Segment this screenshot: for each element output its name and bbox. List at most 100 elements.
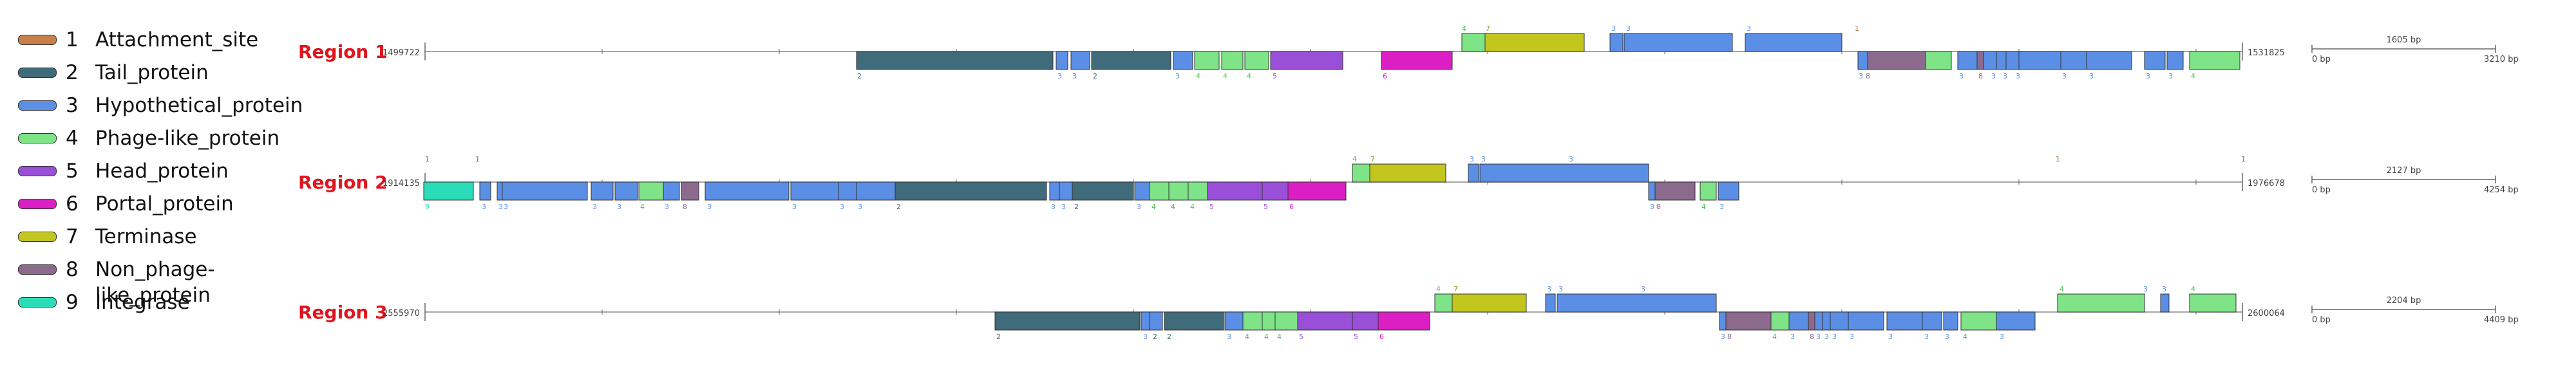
gene-box	[1262, 181, 1289, 201]
gene-number-label: 4	[1436, 285, 1441, 293]
gene-box	[1461, 33, 1486, 52]
gene-box	[1141, 311, 1150, 331]
gene-number-label: 6	[1383, 72, 1387, 80]
gene-number-label: 3	[1175, 72, 1180, 80]
gene-number-label: 3	[1959, 72, 1964, 80]
gene-box	[1725, 311, 1772, 331]
gene-box	[1164, 311, 1224, 331]
gene-box	[1983, 51, 1997, 70]
legend-label: Non_phage-like_protein	[95, 258, 215, 307]
gene-number-label: 2	[1153, 333, 1157, 341]
gene-box	[1648, 181, 1656, 201]
gene-number-label: 8	[1810, 333, 1814, 341]
gene-box	[1822, 311, 1831, 331]
gene-box	[1957, 51, 1978, 70]
gene-box	[1149, 181, 1170, 201]
gene-box	[1173, 51, 1193, 70]
legend-number: 6	[66, 192, 79, 216]
gene-box	[1624, 33, 1733, 52]
gene-number-label: 4	[1247, 72, 1251, 80]
gene-number-label: 3	[1061, 203, 1066, 211]
gene-number-label: 3	[1991, 72, 1996, 80]
gene-number-label: 3	[1719, 203, 1724, 211]
gene-number-label: 3	[1945, 333, 1949, 341]
gene-number-label: 3	[1611, 24, 1616, 33]
gene-number-label: 3	[1790, 333, 1795, 341]
gene-number-label: 3	[1747, 24, 1751, 33]
gene-box	[1830, 311, 1849, 331]
gene-box	[1287, 181, 1347, 201]
gene-box	[1224, 311, 1244, 331]
gene-box	[479, 181, 491, 201]
legend-item: 7 Terminase	[13, 224, 309, 250]
gene-number-label: 4	[1352, 155, 1357, 163]
scale-bar-end: 4409 bp	[2484, 315, 2519, 325]
gene-box	[1434, 293, 1453, 313]
gene-number-label: 2	[1093, 72, 1097, 80]
legend-swatch	[18, 199, 57, 209]
gene-box	[1369, 163, 1446, 183]
gene-box	[663, 181, 680, 201]
gene-box	[1886, 311, 1923, 331]
gene-number-label: 4	[1196, 72, 1200, 80]
gene-number-label: 6	[1379, 333, 1384, 341]
gene-box	[2144, 51, 2166, 70]
legend-number: 7	[66, 225, 79, 248]
legend-swatch	[18, 133, 57, 143]
gene-number-label: 5	[1264, 203, 1268, 211]
gene-box	[1996, 51, 2007, 70]
gene-box	[1814, 311, 1823, 331]
gene-box	[1297, 311, 1353, 331]
gene-box	[856, 51, 1054, 70]
gene-number-label: 3	[1859, 72, 1863, 80]
legend-number: 9	[66, 291, 79, 314]
gene-number-label: 5	[1273, 72, 1277, 80]
gene-number-label: 7	[1370, 155, 1375, 163]
gene-number-label: 4	[1277, 333, 1282, 341]
gene-number-label: 1	[2056, 155, 2060, 163]
gene-number-label: 4	[1151, 203, 1156, 211]
gene-number-label: 5	[1209, 203, 1214, 211]
gene-number-label: 7	[1486, 24, 1490, 33]
gene-number-label: 3	[1558, 285, 1563, 293]
gene-box	[2189, 293, 2237, 313]
legend-item: 2 Tail_protein	[13, 60, 309, 86]
gene-number-label: 3	[1470, 155, 1474, 163]
gene-box	[1609, 33, 1624, 52]
gene-box	[1960, 311, 1997, 331]
gene-number-label: 3	[1824, 333, 1829, 341]
gene-box	[1745, 33, 1842, 52]
scale-bar-end: 3210 bp	[2484, 55, 2519, 64]
gene-box	[2160, 293, 2170, 313]
gene-number-label: 3	[665, 203, 669, 211]
gene-box	[1262, 311, 1276, 331]
gene-box	[1352, 311, 1379, 331]
gene-box	[856, 181, 896, 201]
legend-number: 3	[66, 94, 79, 117]
legend-label: Phage-like_protein	[95, 127, 280, 150]
gene-number-label: 3	[2000, 333, 2004, 341]
gene-box	[1808, 311, 1815, 331]
gene-box	[1996, 311, 2036, 331]
legend-number: 1	[66, 28, 79, 51]
gene-box	[2189, 51, 2240, 70]
legend-item: 5 Head_protein	[13, 158, 309, 184]
gene-box	[1788, 311, 1809, 331]
gene-box	[1943, 311, 1958, 331]
gene-number-label: 3	[1072, 72, 1077, 80]
region-label: Region 1	[298, 41, 388, 62]
legend-number: 4	[66, 127, 79, 150]
gene-box	[1378, 311, 1430, 331]
gene-box	[994, 311, 1141, 331]
gene-number-label: 4	[2191, 72, 2195, 80]
scale-bar-length: 1605 bp	[2387, 35, 2421, 45]
gene-number-label: 5	[1299, 333, 1303, 341]
gene-number-label: 2	[1074, 203, 1079, 211]
gene-box	[1149, 311, 1163, 331]
gene-box	[2086, 51, 2132, 70]
gene-number-label: 7	[1454, 285, 1458, 293]
gene-box	[1188, 181, 1208, 201]
gene-box	[1654, 181, 1696, 201]
gene-number-label: 3	[1888, 333, 1893, 341]
